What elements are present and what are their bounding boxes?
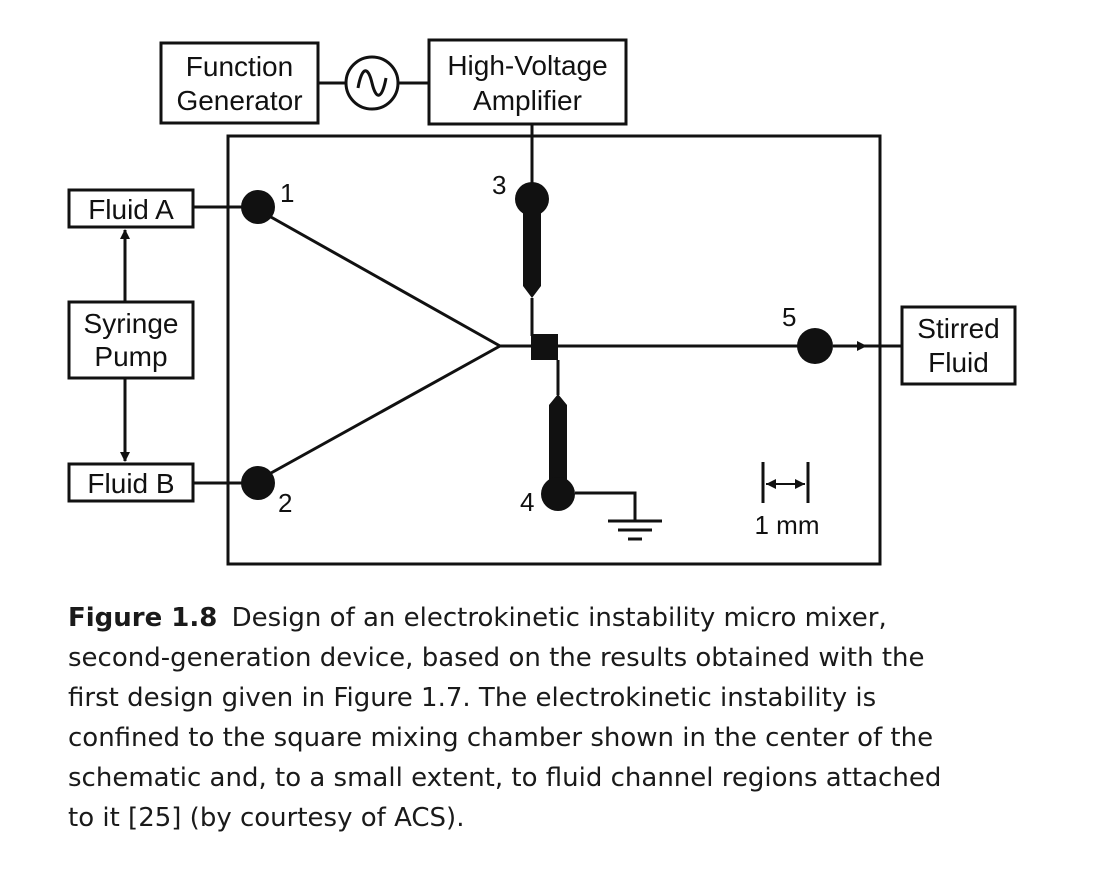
stirred-fluid-label-line1: Stirred	[917, 313, 999, 344]
function-generator-label-line1: Function	[186, 51, 293, 82]
figure-caption: Figure 1.8 Design of an electrokinetic i…	[68, 598, 1068, 838]
amplifier-label-line1: High-Voltage	[447, 50, 607, 81]
ground-wire	[575, 491, 637, 521]
port-4-label: 4	[520, 487, 534, 517]
channel-1	[261, 210, 501, 348]
function-generator-box: Function Generator	[159, 41, 320, 125]
channel-2	[261, 344, 501, 480]
caption-line-4: confined to the square mixing chamber sh…	[68, 723, 934, 753]
port-3-label: 3	[492, 170, 506, 200]
fluid-a-box: Fluid A	[67, 188, 195, 229]
mixer-schematic: Function Generator High-Voltage Amplifie…	[67, 38, 1017, 566]
scale-bar	[761, 462, 810, 503]
amplifier-box: High-Voltage Amplifier	[427, 38, 628, 126]
ac-source-icon	[344, 55, 400, 111]
port-1-reservoir	[241, 190, 275, 224]
stirred-fluid-label-line2: Fluid	[928, 347, 989, 378]
caption-line-2: second-generation device, based on the r…	[68, 643, 925, 673]
port-3-electrode	[515, 182, 549, 336]
fluid-b-label: Fluid B	[87, 468, 174, 499]
caption-text-1: Design of an electrokinetic instability …	[231, 603, 887, 633]
figure-label: Figure 1.8	[68, 603, 218, 633]
mixing-chamber	[531, 334, 558, 360]
fluid-b-box: Fluid B	[67, 462, 195, 503]
ground-icon	[608, 519, 662, 541]
caption-line-3: first design given in Figure 1.7. The el…	[68, 683, 877, 713]
port-2-label: 2	[278, 488, 292, 518]
caption-line-1: Figure 1.8 Design of an electrokinetic i…	[68, 598, 1068, 638]
fluid-a-label: Fluid A	[88, 194, 174, 225]
port-2-reservoir	[241, 466, 275, 500]
caption-line-6: to it [25] (by courtesy of ACS).	[68, 803, 465, 833]
caption-line-5: schematic and, to a small extent, to flu…	[68, 763, 942, 793]
port-4-electrode	[541, 360, 575, 511]
syringe-pump-label-line1: Syringe	[84, 308, 179, 339]
scale-label: 1 mm	[755, 510, 820, 540]
chip-outline	[226, 134, 882, 566]
function-generator-label-line2: Generator	[176, 85, 302, 116]
amplifier-label-line2: Amplifier	[473, 85, 582, 116]
port-5-label: 5	[782, 302, 796, 332]
stirred-fluid-box: Stirred Fluid	[900, 305, 1017, 386]
syringe-pump-box: Syringe Pump	[67, 300, 195, 380]
port-5-reservoir	[797, 328, 833, 364]
syringe-pump-label-line2: Pump	[94, 341, 167, 372]
port-1-label: 1	[280, 178, 294, 208]
